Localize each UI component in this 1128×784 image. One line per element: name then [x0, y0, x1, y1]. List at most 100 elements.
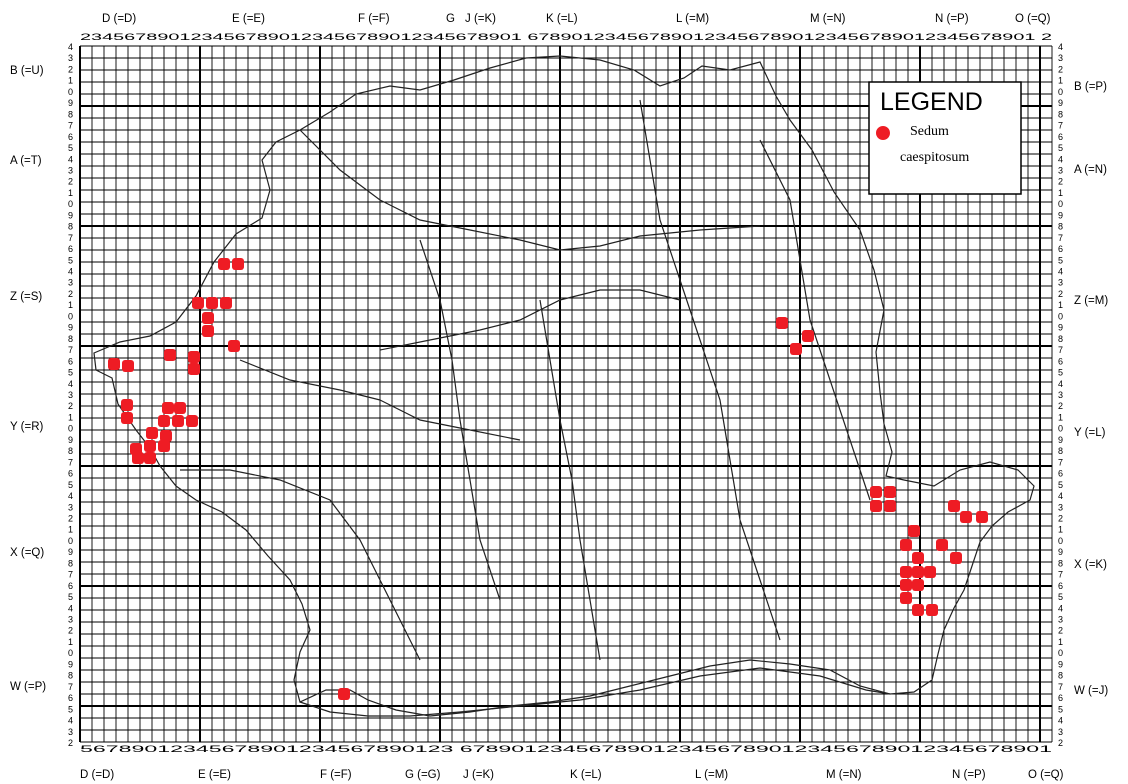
tick-digit: 9	[68, 98, 73, 108]
occurrence-marker	[900, 579, 912, 591]
tick-digit: 5	[1058, 592, 1063, 602]
tick-digit: 8	[1058, 222, 1063, 232]
occurrence-marker	[158, 440, 170, 452]
top-label-k: K (=L)	[546, 13, 578, 25]
tick-digit: 8	[68, 671, 73, 681]
tick-digit: 0	[68, 536, 73, 546]
tick-digit: 5	[68, 592, 73, 602]
occurrence-marker	[912, 604, 924, 616]
occurrence-marker	[900, 566, 912, 578]
tick-digit: 2	[1058, 738, 1063, 748]
tick-digit: 1	[68, 525, 73, 535]
map-grid	[79, 45, 1053, 743]
top-label-g: G	[446, 13, 455, 25]
left-label-w: W (=P)	[10, 681, 46, 693]
tick-digit: 2	[68, 177, 73, 187]
occurrence-marker	[146, 427, 158, 439]
tick-digit: 1	[1058, 76, 1063, 86]
tick-digit: 4	[68, 379, 73, 389]
occurrence-marker	[912, 552, 924, 564]
tick-digit: 7	[68, 457, 73, 467]
tick-digit: 3	[1058, 390, 1063, 400]
tick-digit: 5	[1058, 704, 1063, 714]
top-label-l: L (=M)	[676, 13, 709, 25]
tick-digit: 1	[68, 76, 73, 86]
occurrence-marker	[228, 340, 240, 352]
bottom-label-e: E (=E)	[198, 769, 231, 781]
tick-digit: 3	[1058, 278, 1063, 288]
tick-digit: 0	[68, 648, 73, 658]
tick-digit: 8	[68, 558, 73, 568]
left-row-labels: B (=U) A (=T) Z (=S) Y (=R) X (=Q) W (=P…	[10, 65, 46, 693]
tick-digit: 3	[1058, 727, 1063, 737]
river-inner-4	[419, 239, 501, 601]
tick-digit: 6	[1058, 581, 1063, 591]
occurrence-marker	[220, 297, 232, 309]
tick-digit: 3	[1058, 165, 1063, 175]
occurrence-marker	[232, 258, 244, 270]
occurrence-marker	[121, 412, 133, 424]
occurrence-marker	[950, 552, 962, 564]
tick-digit: 0	[68, 424, 73, 434]
tick-digit: 9	[68, 323, 73, 333]
top-label-o: O (=Q)	[1015, 13, 1051, 25]
top-label-m: M (=N)	[810, 13, 846, 25]
right-tick-digits: 4321098765432109876543210987654321098765…	[1058, 42, 1063, 748]
tick-digit: 9	[68, 659, 73, 669]
tick-digit: 6	[1058, 356, 1063, 366]
occurrence-marker	[122, 360, 134, 372]
tick-digit: 6	[68, 469, 73, 479]
tick-digit: 0	[1058, 424, 1063, 434]
tick-digit: 3	[68, 727, 73, 737]
river-inner-6	[759, 139, 871, 501]
tick-digit: 2	[1058, 289, 1063, 299]
right-label-z: Z (=M)	[1074, 295, 1108, 307]
bottom-label-g: G (=G)	[405, 769, 441, 781]
top-label-d: D (=D)	[102, 13, 136, 25]
map-outlines	[93, 55, 1035, 717]
bottom-label-f: F (=F)	[320, 769, 352, 781]
tick-digit: 7	[1058, 457, 1063, 467]
tick-digit: 6	[68, 244, 73, 254]
tick-digit: 0	[68, 87, 73, 97]
river-inner-5	[639, 99, 781, 641]
tick-digit: 1	[68, 300, 73, 310]
occurrence-marker	[144, 452, 156, 464]
top-tick-digits: 2345678901234567890123456789012345678901…	[80, 32, 1052, 42]
tick-digit: 9	[1058, 323, 1063, 333]
tick-digit: 6	[68, 693, 73, 703]
tick-digit: 2	[68, 626, 73, 636]
tick-digit: 7	[1058, 682, 1063, 692]
tick-digit: 8	[1058, 446, 1063, 456]
left-label-z: Z (=S)	[10, 291, 42, 303]
bottom-column-labels: D (=D) E (=E) F (=F) G (=G) J (=K) K (=L…	[80, 769, 1064, 781]
tick-digit: 8	[68, 109, 73, 119]
tick-digit: 3	[1058, 502, 1063, 512]
left-label-x: X (=Q)	[10, 547, 44, 559]
tick-digit: 3	[68, 53, 73, 63]
bottom-label-n: N (=P)	[952, 769, 986, 781]
tick-digit: 0	[1058, 87, 1063, 97]
occurrence-marker	[936, 539, 948, 551]
tick-digit: 4	[1058, 603, 1063, 613]
tick-digit: 4	[68, 716, 73, 726]
tick-digit: 9	[1058, 659, 1063, 669]
tick-digit: 7	[68, 570, 73, 580]
bottom-label-o: O (=Q)	[1028, 769, 1064, 781]
occurrence-marker	[164, 349, 176, 361]
bottom-label-j: J (=K)	[463, 769, 494, 781]
tick-digit: 0	[68, 311, 73, 321]
tick-digit: 7	[1058, 570, 1063, 580]
tick-digit: 1	[68, 412, 73, 422]
occurrence-marker	[121, 399, 133, 411]
tick-digit: 7	[68, 345, 73, 355]
occurrence-marker	[912, 579, 924, 591]
occurrence-marker	[218, 258, 230, 270]
tick-digit: 5	[1058, 255, 1063, 265]
left-label-a: A (=T)	[10, 155, 42, 167]
tick-digit: 3	[1058, 53, 1063, 63]
tick-digit: 7	[68, 121, 73, 131]
bottom-label-k: K (=L)	[570, 769, 602, 781]
country-border	[93, 55, 1035, 717]
